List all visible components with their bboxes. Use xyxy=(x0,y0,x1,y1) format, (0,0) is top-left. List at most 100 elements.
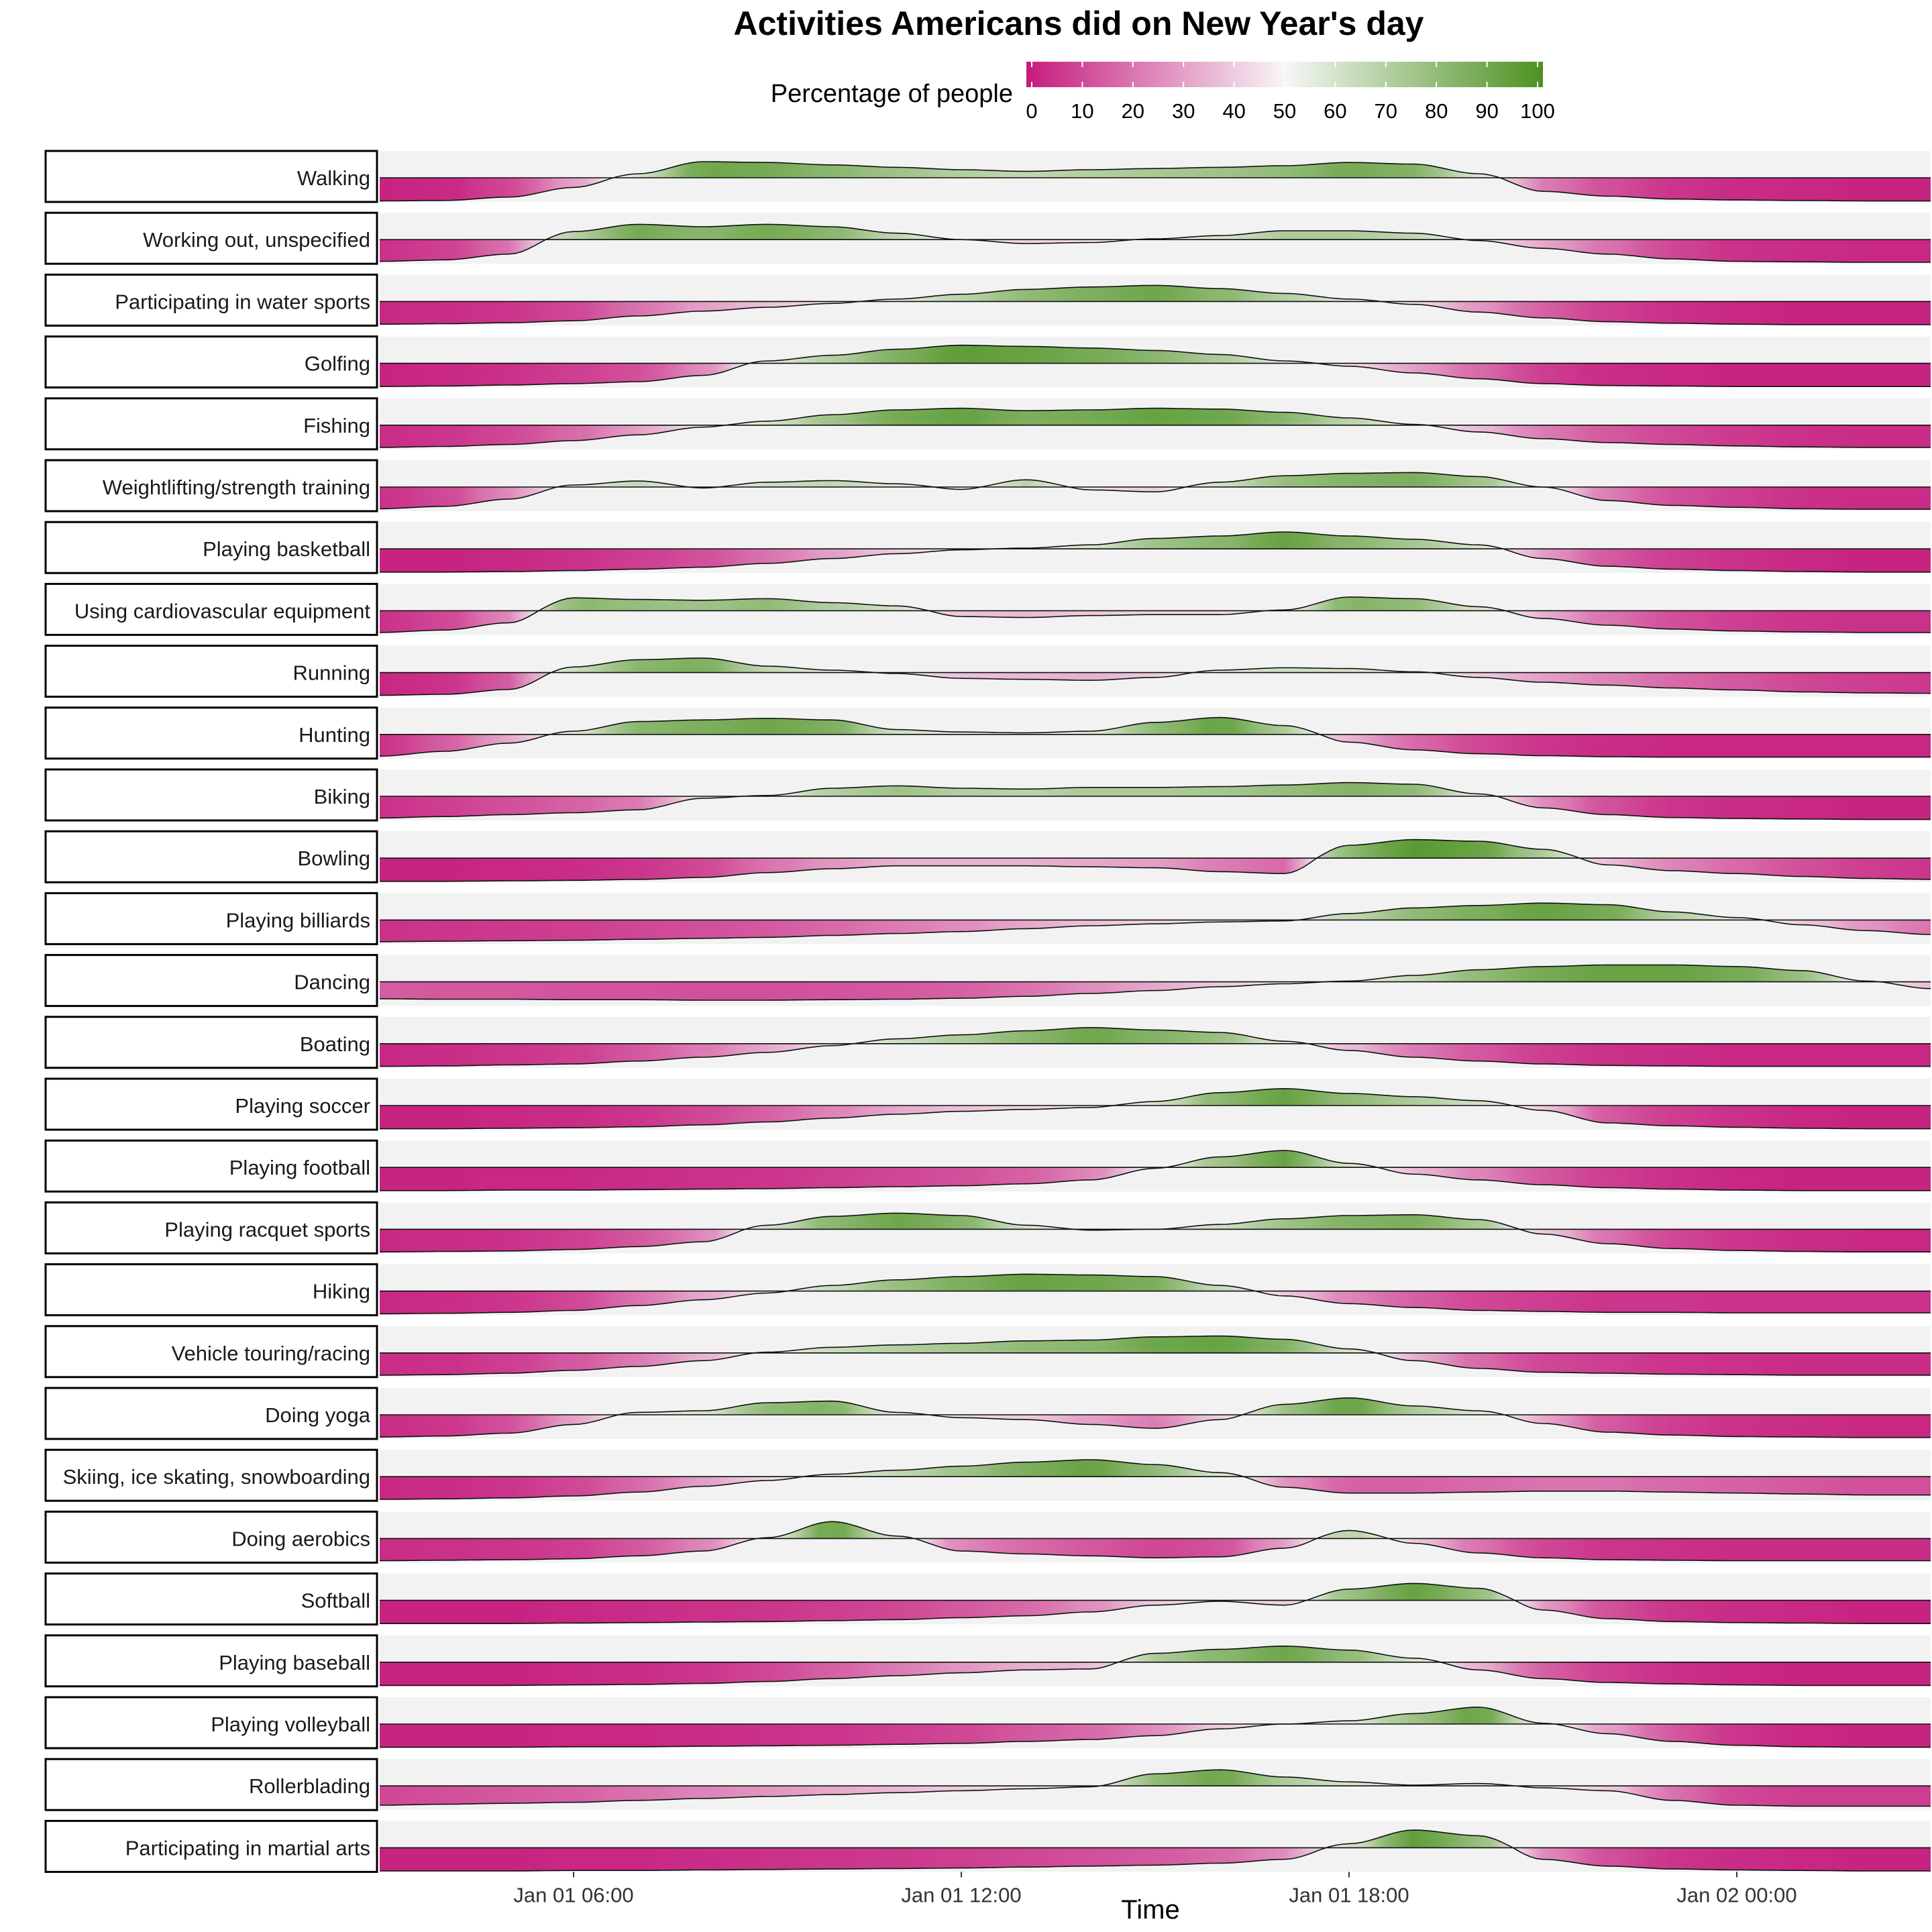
panels: Walking Working out, unspecified Participa… xyxy=(44,150,1931,1873)
series-line xyxy=(379,223,1931,263)
panel-16: Playing football xyxy=(44,1139,1931,1193)
strip-label-box xyxy=(44,335,378,389)
strip-label-box xyxy=(44,1387,378,1440)
series-line xyxy=(380,1582,1931,1624)
strip-label-box xyxy=(44,892,378,945)
strip-label: Golfing xyxy=(305,352,370,376)
series-line xyxy=(380,1273,1931,1315)
series-line xyxy=(380,1397,1931,1438)
strip-label-box xyxy=(44,768,378,822)
legend-tick-label: 60 xyxy=(1324,99,1346,123)
strip-label-box xyxy=(44,521,378,574)
series-area xyxy=(380,224,1931,262)
panel-15: Playing soccer xyxy=(44,1077,1931,1131)
strip-label-box xyxy=(44,1016,378,1069)
strip-label-box xyxy=(44,582,378,636)
panel-8: Running xyxy=(44,645,1931,698)
panel-27: Participating in martial arts xyxy=(44,1819,1931,1873)
series-area xyxy=(380,1646,1931,1686)
panel-14: Boating xyxy=(44,1016,1931,1069)
strip-label: Playing football xyxy=(229,1156,370,1179)
x-axis-title: Time xyxy=(1121,1895,1179,1925)
panel-18: Hiking xyxy=(44,1263,1931,1317)
x-tick-label: Jan 01 12:00 xyxy=(901,1883,1021,1907)
series-area xyxy=(380,1583,1931,1624)
legend-tick-label: 100 xyxy=(1520,99,1555,123)
strip-label: Playing billiards xyxy=(226,908,370,932)
panel-4: Fishing xyxy=(44,397,1931,451)
series-area xyxy=(380,1213,1931,1252)
series-area xyxy=(380,1521,1931,1561)
strip-label-box xyxy=(44,1634,378,1688)
series-area xyxy=(380,839,1931,881)
panel-13: Dancing xyxy=(44,954,1931,1008)
strip-label: Bowling xyxy=(297,847,370,870)
strip-label-box xyxy=(44,1448,378,1502)
strip-label: Participating in water sports xyxy=(115,290,370,313)
strip-label-box xyxy=(44,1201,378,1254)
series-area xyxy=(380,717,1931,757)
series-line xyxy=(380,1087,1931,1130)
series-area xyxy=(380,1460,1931,1499)
strip-label-box xyxy=(44,211,378,265)
x-tick-label: Jan 02 00:00 xyxy=(1676,1883,1796,1907)
series-line xyxy=(380,1521,1931,1562)
series-area xyxy=(380,285,1931,325)
legend-tick-label: 40 xyxy=(1222,99,1245,123)
panel-21: Skiing, ice skating, snowboarding xyxy=(44,1448,1931,1502)
series-area xyxy=(380,658,1931,696)
series-line xyxy=(379,344,1931,387)
strip-label-box xyxy=(44,645,378,698)
series-line xyxy=(379,472,1931,510)
strip-label-box xyxy=(44,1325,378,1379)
series-line xyxy=(380,1769,1931,1807)
strip-label: Doing yoga xyxy=(265,1403,371,1427)
panel-6: Playing basketball xyxy=(44,521,1931,574)
legend-tick-label: 20 xyxy=(1122,99,1144,123)
legend-tick-label: 50 xyxy=(1273,99,1296,123)
strip-label: Softball xyxy=(301,1589,370,1613)
strip-label: Biking xyxy=(314,785,370,808)
strip-label: Dancing xyxy=(294,971,370,994)
series-area xyxy=(380,1027,1931,1067)
panel-3: Golfing xyxy=(44,335,1931,389)
series-line xyxy=(380,1829,1931,1872)
strip-label-box xyxy=(44,1139,378,1193)
strip-label: Walking xyxy=(297,166,370,190)
series-line xyxy=(380,657,1931,696)
series-line xyxy=(379,782,1931,820)
panel-7: Using cardiovascular equipment xyxy=(44,582,1931,636)
panel-25: Playing volleyball xyxy=(44,1696,1931,1750)
series-line xyxy=(380,284,1931,325)
strip-label-box xyxy=(44,150,378,203)
strip-label: Fishing xyxy=(303,414,370,437)
series-line xyxy=(379,716,1931,758)
series-line xyxy=(380,964,1931,1001)
strip-label-box xyxy=(44,1263,378,1317)
series-line xyxy=(380,1706,1931,1748)
panel-5: Weightlifting/strength training xyxy=(44,459,1931,513)
series-area xyxy=(380,1397,1931,1438)
series-line xyxy=(380,839,1931,882)
strip-label-box xyxy=(44,459,378,513)
panel-22: Doing aerobics xyxy=(44,1510,1931,1564)
legend-tick-label: 30 xyxy=(1172,99,1195,123)
series-line xyxy=(380,531,1931,573)
strip-label: Hiking xyxy=(313,1280,370,1303)
strip-label: Playing racquet sports xyxy=(164,1218,370,1241)
legend-tick-label: 80 xyxy=(1425,99,1448,123)
series-area xyxy=(380,1274,1931,1314)
series-area xyxy=(380,782,1931,820)
strip-label-box xyxy=(44,1077,378,1131)
strip-label: Hunting xyxy=(299,723,370,747)
series-area xyxy=(380,1088,1931,1129)
series-area xyxy=(380,472,1931,510)
series-line xyxy=(380,407,1931,448)
panel-12: Playing billiards xyxy=(44,892,1931,945)
strip-label-box xyxy=(44,273,378,327)
strip-label-box xyxy=(44,1819,378,1873)
strip-label: Vehicle touring/racing xyxy=(172,1342,370,1365)
strip-label-box xyxy=(44,1572,378,1626)
strip-label: Doing aerobics xyxy=(231,1527,370,1550)
strip-label: Rollerblading xyxy=(249,1774,370,1798)
